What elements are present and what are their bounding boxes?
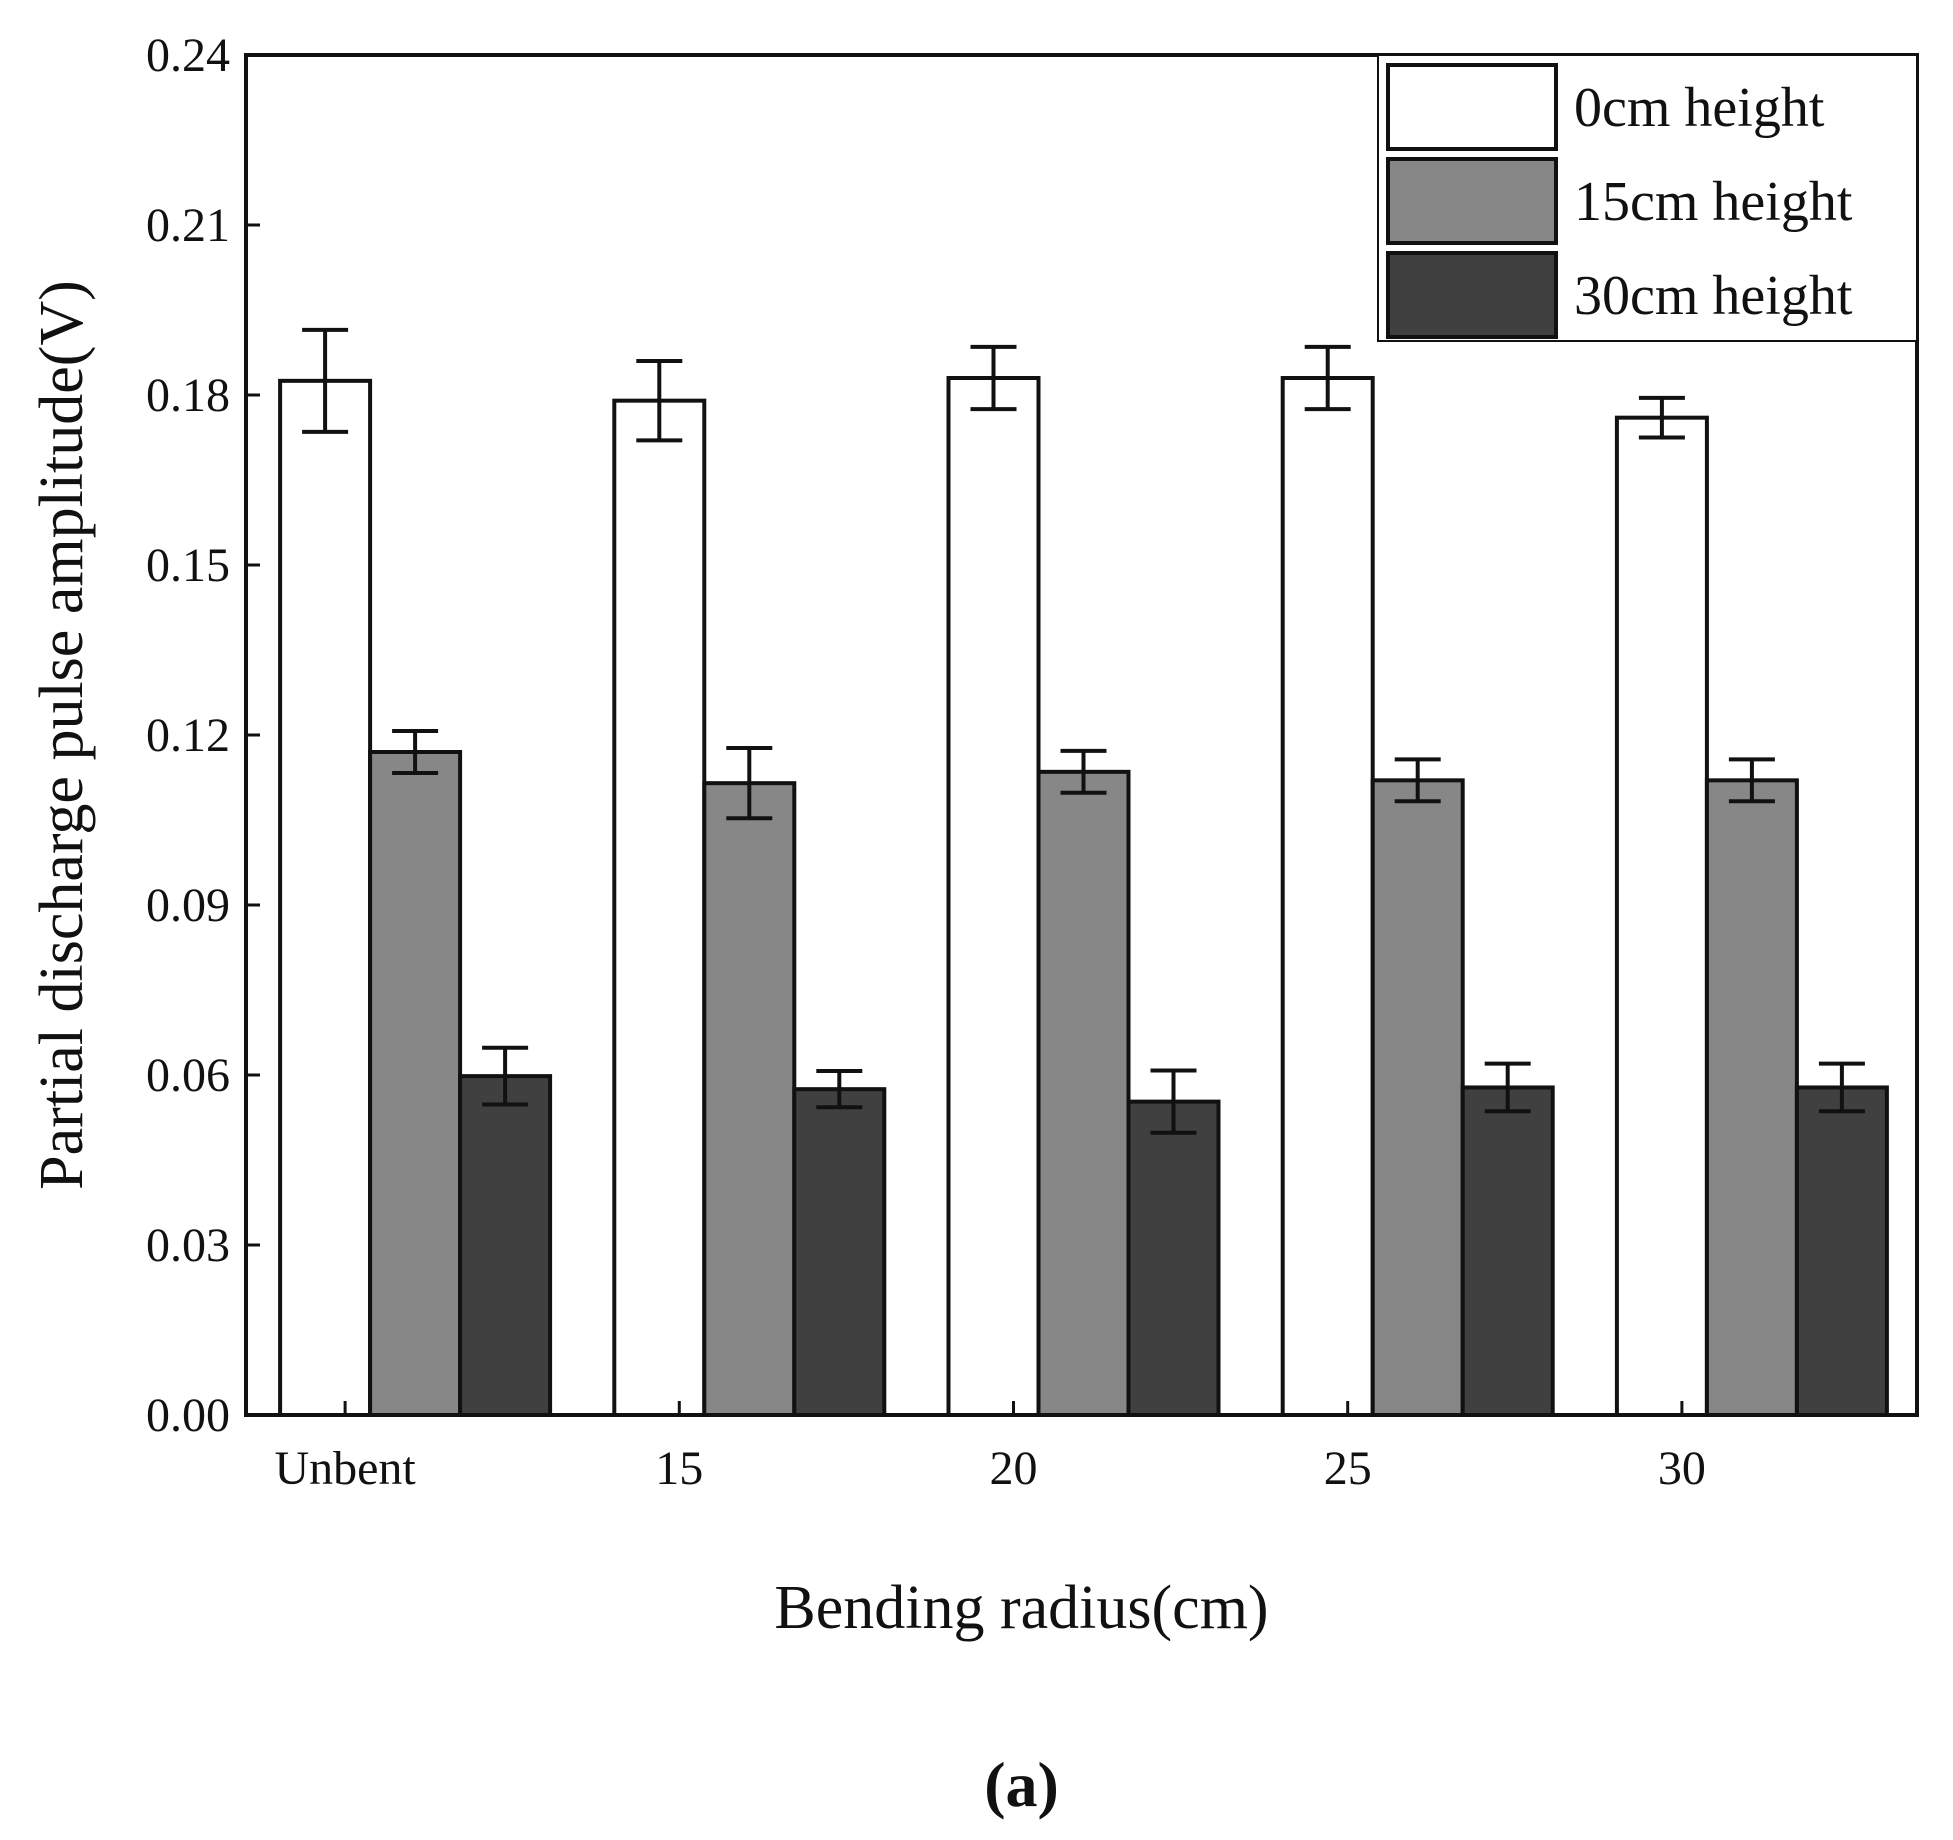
legend-swatch [1386, 157, 1558, 245]
bar [612, 398, 707, 1417]
bar [792, 1087, 887, 1417]
bar [1704, 778, 1799, 1417]
legend-label: 15cm height [1574, 171, 1853, 233]
y-tick-label: 0.12 [146, 709, 230, 762]
legend-swatch [1386, 63, 1558, 151]
bar [1370, 778, 1465, 1417]
x-axis-title: Bending radius(cm) [774, 1574, 1268, 1642]
bar [1614, 415, 1709, 1417]
legend-label: 0cm height [1574, 77, 1825, 139]
x-tick-label: Unbent [274, 1442, 416, 1495]
panel-label: (a) [984, 1749, 1059, 1820]
bar [1460, 1085, 1555, 1417]
bar [368, 750, 463, 1417]
y-axis-title: Partial discharge pulse amplitude(V) [28, 280, 96, 1190]
x-axis: Unbent 15 20 25 30 [274, 1401, 1706, 1495]
y-axis: 0.00 0.03 0.06 0.09 0.12 0.15 0.18 0.21 0.24 [146, 29, 260, 1442]
bar [1036, 769, 1131, 1417]
error-bars-layer [302, 327, 1865, 1135]
y-tick-label: 0.18 [146, 369, 230, 422]
y-tick-label: 0.21 [146, 199, 230, 252]
legend: 0cm height 15cm height 30cm height [1377, 54, 1918, 342]
legend-swatch [1386, 251, 1558, 339]
x-tick-label: 15 [655, 1442, 703, 1495]
legend-label: 30cm height [1574, 265, 1853, 327]
bar [1280, 376, 1375, 1417]
bar [702, 781, 797, 1417]
bar [1794, 1085, 1889, 1417]
bar [1126, 1099, 1221, 1417]
x-tick-label: 25 [1324, 1442, 1372, 1495]
y-tick-label: 0.24 [146, 29, 230, 82]
x-tick-label: 30 [1658, 1442, 1706, 1495]
y-tick-label: 0.15 [146, 539, 230, 592]
x-tick-label: 20 [990, 1442, 1038, 1495]
bars-layer [278, 376, 1889, 1417]
y-tick-label: 0.03 [146, 1219, 230, 1272]
bar [458, 1074, 553, 1417]
bar [278, 378, 373, 1417]
y-tick-label: 0.09 [146, 879, 230, 932]
bar [946, 376, 1041, 1417]
y-tick-label: 0.06 [146, 1049, 230, 1102]
y-tick-label: 0.00 [146, 1389, 230, 1442]
